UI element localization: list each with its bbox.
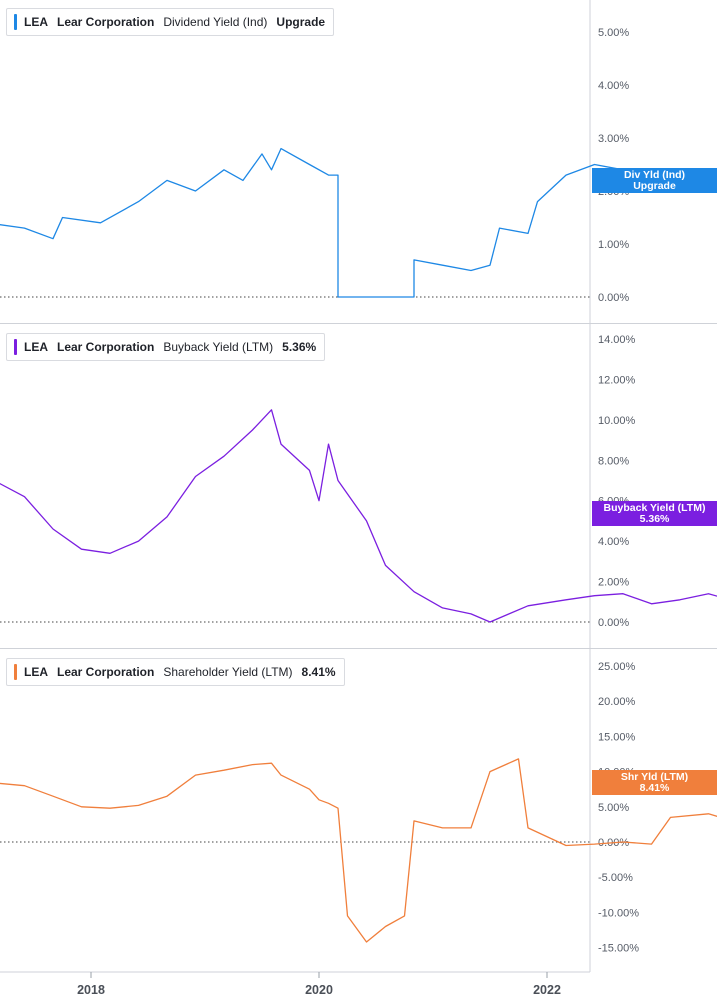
y-tick-label: 0.00% bbox=[598, 617, 629, 629]
y-tick-label: 8.00% bbox=[598, 455, 629, 467]
legend-metric: Dividend Yield (Ind) bbox=[163, 15, 268, 29]
x-axis: 20182020202220242026 bbox=[0, 971, 590, 997]
last-value-badge-buyback: Buyback Yield (LTM) 5.36% bbox=[592, 501, 717, 526]
y-tick-label: 5.00% bbox=[598, 802, 629, 814]
panel-0: 5.00%4.00%3.00%2.00%1.00%0.00% bbox=[0, 27, 717, 304]
y-tick-label: 15.00% bbox=[598, 731, 636, 743]
panel-1: 14.00%12.00%10.00%8.00%6.00%4.00%2.00%0.… bbox=[0, 323, 717, 629]
legend-symbol: LEA bbox=[24, 15, 48, 29]
panel-2: 25.00%20.00%15.00%10.00%5.00%0.00%-5.00%… bbox=[0, 648, 717, 955]
badge-label: Div Yld (Ind) bbox=[623, 168, 686, 181]
y-tick-label: 20.00% bbox=[598, 696, 636, 708]
x-tick-label: 2022 bbox=[533, 983, 561, 997]
y-tick-label: 4.00% bbox=[598, 80, 629, 92]
badge-value: 5.36% bbox=[639, 512, 670, 525]
legend-metric: Shareholder Yield (LTM) bbox=[163, 665, 293, 679]
y-tick-label: 4.00% bbox=[598, 536, 629, 548]
y-tick-label: 1.00% bbox=[598, 239, 629, 251]
badge-value: Upgrade bbox=[633, 179, 676, 192]
last-value-badge-dividend: Div Yld (Ind) Upgrade bbox=[592, 168, 717, 193]
legend-metric: Buyback Yield (LTM) bbox=[163, 340, 274, 354]
series-line-0 bbox=[0, 147, 717, 298]
badge-label: Shr Yld (LTM) bbox=[620, 770, 689, 783]
y-tick-label: -15.00% bbox=[598, 943, 639, 955]
legend-value: Upgrade bbox=[276, 15, 326, 29]
legend-company: Lear Corporation bbox=[57, 15, 155, 29]
legend-symbol: LEA bbox=[24, 665, 48, 679]
y-tick-label: 25.00% bbox=[598, 661, 636, 673]
y-tick-label: 3.00% bbox=[598, 133, 629, 145]
y-tick-label: -10.00% bbox=[598, 907, 639, 919]
series-line-2 bbox=[0, 758, 717, 943]
y-tick-label: 12.00% bbox=[598, 374, 636, 386]
legend-value: 5.36% bbox=[282, 340, 317, 354]
y-tick-label: 10.00% bbox=[598, 415, 636, 427]
legend-dividend-yield[interactable]: LEA Lear Corporation Dividend Yield (Ind… bbox=[6, 8, 335, 36]
y-tick-label: 5.00% bbox=[598, 27, 629, 39]
y-tick-label: 0.00% bbox=[598, 292, 629, 304]
y-tick-label: 2.00% bbox=[598, 577, 629, 589]
series-color-swatch bbox=[14, 339, 17, 355]
legend-company: Lear Corporation bbox=[57, 340, 155, 354]
series-line-1 bbox=[0, 409, 717, 623]
legend-company: Lear Corporation bbox=[57, 665, 155, 679]
x-tick-label: 2018 bbox=[77, 983, 105, 997]
legend-shareholder-yield[interactable]: LEA Lear Corporation Shareholder Yield (… bbox=[6, 658, 345, 686]
series-color-swatch bbox=[14, 664, 17, 680]
x-tick-label: 2020 bbox=[305, 983, 333, 997]
legend-value: 8.41% bbox=[301, 665, 336, 679]
last-value-badge-shareholder: Shr Yld (LTM) 8.41% bbox=[592, 770, 717, 795]
legend-symbol: LEA bbox=[24, 340, 48, 354]
badge-value: 8.41% bbox=[639, 781, 670, 794]
series-color-swatch bbox=[14, 14, 17, 30]
y-tick-label: -5.00% bbox=[598, 872, 633, 884]
y-tick-label: 14.00% bbox=[598, 334, 636, 346]
badge-label: Buyback Yield (LTM) bbox=[603, 501, 706, 514]
legend-buyback-yield[interactable]: LEA Lear Corporation Buyback Yield (LTM)… bbox=[6, 333, 326, 361]
